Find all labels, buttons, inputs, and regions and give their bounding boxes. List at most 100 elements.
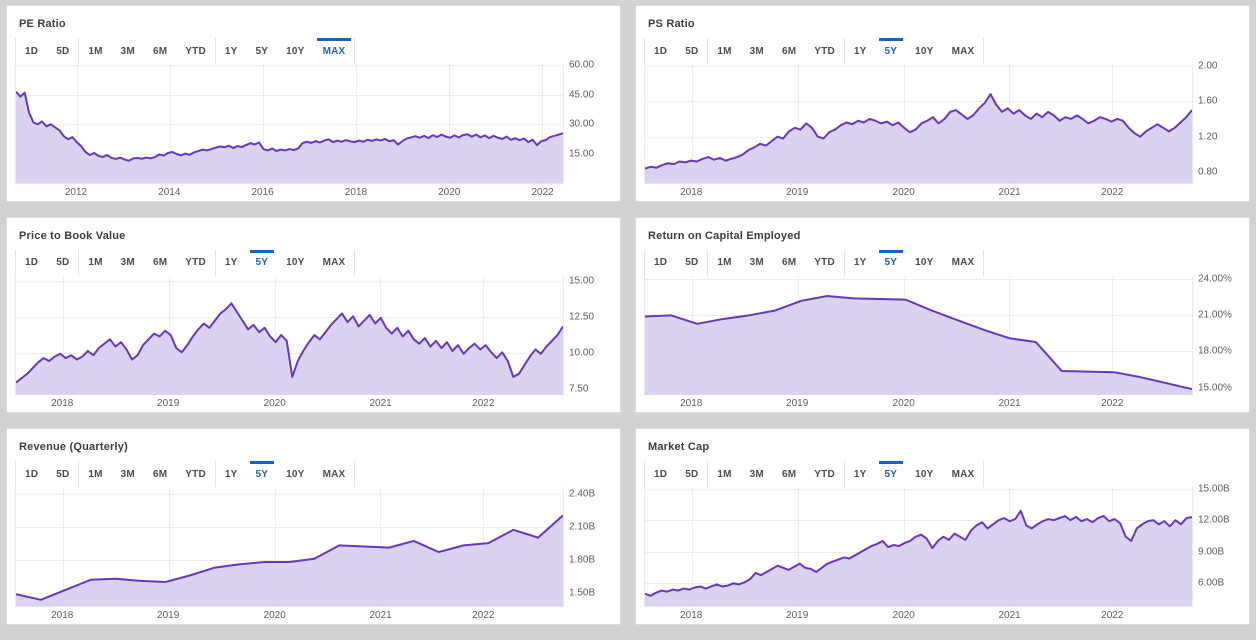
y-tick-label: 21.00% [1198, 309, 1232, 321]
plot-area[interactable] [15, 487, 564, 607]
x-tick-label: 2019 [157, 610, 180, 621]
range-button-1y[interactable]: 1Y [216, 38, 247, 64]
range-button-1d[interactable]: 1D [645, 38, 676, 64]
range-button-6m[interactable]: 6M [144, 461, 176, 487]
range-button-1m[interactable]: 1M [79, 38, 111, 64]
y-tick-label: 12.50 [569, 311, 595, 323]
range-button-5y[interactable]: 5Y [876, 461, 907, 487]
plot-area[interactable] [644, 64, 1193, 184]
range-button-5y[interactable]: 5Y [876, 38, 907, 64]
range-button-5d[interactable]: 5D [676, 461, 707, 487]
range-button-5y[interactable]: 5Y [247, 38, 278, 64]
plot-area[interactable] [15, 275, 564, 396]
range-button-ytd[interactable]: YTD [805, 250, 844, 276]
range-button-1m[interactable]: 1M [708, 461, 740, 487]
gridline-vertical [169, 64, 171, 184]
range-button-5y[interactable]: 5Y [876, 249, 907, 276]
chart-card-market-cap: Market Cap 1D 5D 1M 3M 6M YTD 1Y 5Y 10Y MAX 2018 2… [635, 428, 1250, 625]
range-button-1d[interactable]: 1D [16, 250, 47, 276]
range-button-6m[interactable]: 6M [773, 38, 805, 64]
range-toolbar: 1D 5D 1M 3M 6M YTD 1Y 5Y 10Y MAX [636, 461, 1249, 488]
x-tick-label: 2018 [344, 186, 368, 198]
range-button-max[interactable]: MAX [314, 461, 355, 487]
card-header: Revenue (Quarterly) [7, 429, 620, 461]
toolbar-separator [15, 38, 16, 64]
range-button-3m[interactable]: 3M [741, 38, 773, 64]
range-button-10y[interactable]: 10Y [277, 38, 313, 64]
range-button-1m[interactable]: 1M [79, 250, 111, 276]
range-button-1m[interactable]: 1M [708, 250, 740, 276]
range-button-1y[interactable]: 1Y [216, 250, 247, 276]
range-button-1y[interactable]: 1Y [845, 461, 876, 487]
range-button-10y[interactable]: 10Y [906, 250, 942, 276]
chart-title: Revenue (Quarterly) [19, 441, 128, 454]
y-tick-label: 9.00B [1198, 546, 1225, 558]
range-button-ytd[interactable]: YTD [176, 38, 215, 64]
range-button-3m[interactable]: 3M [741, 250, 773, 276]
range-button-3m[interactable]: 3M [112, 250, 144, 276]
range-button-ytd[interactable]: YTD [176, 250, 215, 276]
range-button-1d[interactable]: 1D [16, 461, 47, 487]
x-tick-label: 2018 [680, 398, 703, 410]
toolbar-separator [843, 38, 845, 64]
range-button-5d[interactable]: 5D [47, 250, 78, 276]
range-button-5d[interactable]: 5D [676, 38, 707, 64]
plot-area[interactable] [644, 275, 1193, 396]
range-button-1y[interactable]: 1Y [845, 250, 876, 276]
plot-column: 2018 2019 2020 2021 2022 [7, 487, 564, 624]
range-button-max[interactable]: MAX [943, 461, 984, 487]
y-tick-label: 2.00 [1198, 60, 1218, 72]
plot-area[interactable] [644, 487, 1193, 607]
range-button-10y[interactable]: 10Y [906, 461, 942, 487]
range-button-5d[interactable]: 5D [676, 250, 707, 276]
range-button-6m[interactable]: 6M [773, 461, 805, 487]
range-button-1m[interactable]: 1M [708, 38, 740, 64]
range-button-ytd[interactable]: YTD [805, 38, 844, 64]
range-button-5y[interactable]: 5Y [247, 461, 278, 487]
range-button-ytd[interactable]: YTD [176, 461, 215, 487]
range-button-1d[interactable]: 1D [645, 250, 676, 276]
range-button-1d[interactable]: 1D [645, 461, 676, 487]
area-series-svg [16, 487, 563, 607]
range-button-max[interactable]: MAX [943, 250, 984, 276]
toolbar-separator [644, 249, 645, 276]
y-tick-label: 45.00 [569, 89, 595, 101]
range-button-6m[interactable]: 6M [144, 250, 176, 276]
range-button-ytd[interactable]: YTD [805, 461, 844, 487]
card-header: Market Cap [636, 429, 1249, 461]
range-button-1y[interactable]: 1Y [845, 38, 876, 64]
range-button-5y[interactable]: 5Y [247, 249, 278, 276]
range-button-10y[interactable]: 10Y [277, 250, 313, 276]
gridline-vertical [1111, 275, 1113, 396]
y-tick-label: 1.80B [569, 554, 596, 566]
range-button-max[interactable]: MAX [314, 38, 355, 64]
range-button-5d[interactable]: 5D [47, 461, 78, 487]
gridline-horizontal [645, 489, 1192, 491]
chart-card-pe-ratio: PE Ratio 1D 5D 1M 3M 6M YTD 1Y 5Y 10Y MAX 2012 201… [6, 5, 621, 202]
plot-area[interactable] [15, 64, 564, 184]
y-tick-label: 1.20 [1198, 131, 1218, 143]
x-tick-label: 2021 [369, 610, 392, 621]
range-button-5d[interactable]: 5D [47, 38, 78, 64]
range-button-max[interactable]: MAX [314, 250, 355, 276]
range-button-3m[interactable]: 3M [112, 38, 144, 64]
range-button-max[interactable]: MAX [943, 38, 984, 64]
range-toolbar: 1D 5D 1M 3M 6M YTD 1Y 5Y 10Y MAX [7, 249, 620, 276]
range-button-3m[interactable]: 3M [741, 461, 773, 487]
range-button-6m[interactable]: 6M [773, 250, 805, 276]
toolbar-separator [15, 249, 16, 276]
range-button-6m[interactable]: 6M [144, 38, 176, 64]
chart-card-revenue-quarterly: Revenue (Quarterly) 1D 5D 1M 3M 6M YTD 1Y 5Y 10Y… [6, 428, 621, 625]
y-tick-label: 1.60 [1198, 95, 1218, 107]
gridline-vertical [274, 275, 276, 396]
y-tick-label: 10.00 [569, 347, 595, 359]
range-toolbar: 1D 5D 1M 3M 6M YTD 1Y 5Y 10Y MAX [636, 249, 1249, 276]
range-button-3m[interactable]: 3M [112, 461, 144, 487]
range-button-1y[interactable]: 1Y [216, 461, 247, 487]
range-button-10y[interactable]: 10Y [277, 461, 313, 487]
range-button-10y[interactable]: 10Y [906, 38, 942, 64]
x-axis: 2018 2019 2020 2021 2022 [15, 395, 564, 412]
range-button-1d[interactable]: 1D [16, 38, 47, 64]
range-button-1m[interactable]: 1M [79, 461, 111, 487]
